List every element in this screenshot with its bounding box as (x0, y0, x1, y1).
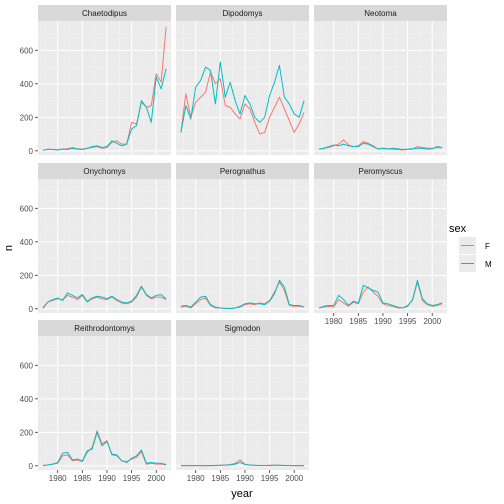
facet-strip (314, 163, 447, 179)
series-line-male (42, 285, 167, 308)
x-tick-label: 1990 (236, 474, 254, 483)
legend-title: sex (449, 223, 467, 235)
series-line-male (42, 431, 167, 466)
legend-label-male: M (485, 260, 492, 269)
legend-key-male: M (459, 255, 492, 272)
facet-strip-label: Reithrodontomys (74, 324, 134, 333)
panel-onychomys: Onychomys 0 200 400 600 (20, 163, 171, 314)
panel-reithrodontomys: Reithrodontomys 0 200 400 600 1980 1985 1990 199… (20, 320, 171, 483)
y-tick-label: 400 (20, 80, 34, 89)
y-tick-label: 0 (29, 305, 34, 314)
x-tick-label: 1985 (73, 474, 91, 483)
x-tick-label: 1980 (49, 474, 67, 483)
panel-peromyscus: Peromyscus 1980 1985 1990 1995 2000 (314, 163, 447, 326)
x-tick-label: 2000 (423, 317, 441, 326)
x-tick-label: 1990 (374, 317, 392, 326)
y-axis-title: n (3, 245, 15, 251)
y-tick-label: 0 (29, 147, 34, 156)
panel-background (176, 336, 309, 470)
y-tick-label: 200 (20, 271, 34, 280)
facet-strip (314, 5, 447, 21)
x-tick-label: 1985 (349, 317, 367, 326)
panel-background (176, 21, 309, 155)
panel-background (176, 179, 309, 313)
x-tick-label: 1980 (325, 317, 343, 326)
panel-background (38, 336, 171, 470)
y-tick-label: 400 (20, 238, 34, 247)
x-tick-label: 1995 (123, 474, 141, 483)
series-line-male (180, 279, 305, 309)
y-tick-label: 0 (29, 462, 34, 471)
facet-strip (38, 163, 171, 179)
series-line-male (180, 61, 305, 133)
facet-strip-label: Onychomys (83, 167, 125, 176)
series-line-male (318, 142, 443, 150)
panel-dipodomys: Dipodomys (176, 5, 309, 155)
facet-strip (176, 320, 309, 336)
panel-perognathus: Perognathus (176, 163, 309, 313)
x-tick-label: 1995 (261, 474, 279, 483)
panel-background (314, 21, 447, 155)
x-tick-label: 1990 (98, 474, 116, 483)
series-line-female (180, 281, 305, 309)
panel-sigmodon: Sigmodon 1980 1985 1990 1995 2000 (176, 320, 309, 483)
facet-strip-label: Dipodomys (222, 9, 262, 18)
facet-strip (176, 5, 309, 21)
facet-strip (38, 5, 171, 21)
series-line-male (42, 68, 167, 151)
legend-key-female: F (459, 237, 490, 254)
panel-chaetodipus: Chaetodipus 0 200 400 600 (20, 5, 171, 156)
x-tick-label: 1995 (399, 317, 417, 326)
x-tick-label: 1980 (187, 474, 205, 483)
x-tick-label: 2000 (147, 474, 165, 483)
facet-strip (38, 320, 171, 336)
facet-strip-label: Perognathus (220, 167, 265, 176)
panels-layer: Chaetodipus 0 200 400 600 Dipodomys Neotoma Ony… (20, 5, 447, 483)
y-tick-label: 200 (20, 113, 34, 122)
y-tick-label: 600 (20, 204, 34, 213)
facet-strip-label: Sigmodon (224, 324, 260, 333)
panel-background (38, 21, 171, 155)
panel-background (314, 179, 447, 313)
panel-background (38, 179, 171, 313)
x-tick-label: 2000 (285, 474, 303, 483)
facet-strip-label: Peromyscus (358, 167, 402, 176)
legend: sex F M (449, 223, 492, 272)
series-line-male (180, 461, 305, 467)
legend-label-female: F (485, 242, 490, 251)
y-tick-label: 200 (20, 428, 34, 437)
y-tick-label: 600 (20, 361, 34, 370)
series-line-male (318, 279, 443, 309)
y-tick-label: 600 (20, 46, 34, 55)
series-line-female (180, 71, 305, 135)
panel-neotoma: Neotoma (314, 5, 447, 155)
facet-strip (176, 163, 309, 179)
x-tick-label: 1985 (211, 474, 229, 483)
facet-strip-label: Chaetodipus (82, 9, 127, 18)
facet-strip-label: Neotoma (364, 9, 397, 18)
x-axis-title: year (231, 488, 253, 500)
y-tick-label: 400 (20, 395, 34, 404)
